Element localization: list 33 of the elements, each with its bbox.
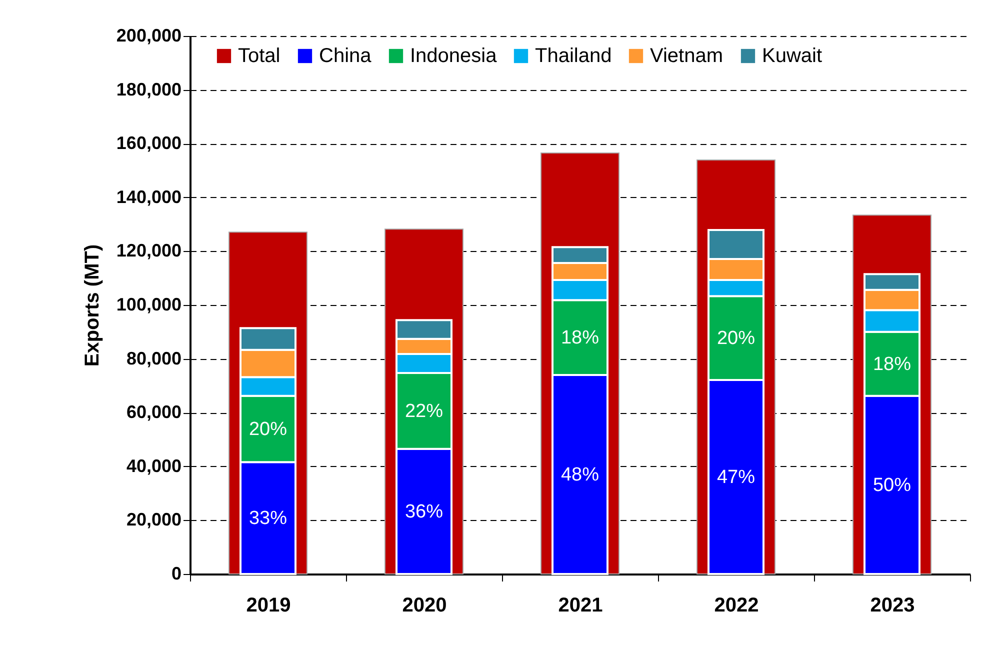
annotation: 48% — [560, 464, 600, 486]
y-tick-label: 0 — [171, 564, 182, 584]
annotation: 50% — [872, 474, 912, 496]
y-tick-label: 120,000 — [116, 240, 182, 261]
annotation: 36% — [404, 501, 444, 522]
x-tick-label: 2019 — [246, 594, 291, 616]
y-tick-label: 80,000 — [126, 348, 182, 368]
annotation: 18% — [560, 328, 600, 349]
y-tick-label: 20,000 — [126, 510, 182, 530]
legend-label: Total — [238, 45, 280, 67]
annotation: 47% — [716, 467, 756, 488]
y-tick-label: 180,000 — [116, 79, 182, 100]
y-tick-label: 140,000 — [116, 186, 182, 207]
y-tick-label: 60,000 — [126, 402, 182, 422]
x-tick-label: 2023 — [870, 594, 915, 616]
x-tick-label: 2021 — [558, 594, 603, 616]
legend-label: China — [319, 45, 372, 67]
legend-label: Vietnam — [650, 45, 724, 67]
y-tick-label: 160,000 — [116, 133, 182, 154]
y-tick-label: 40,000 — [126, 456, 182, 476]
x-tick-label: 2022 — [714, 594, 759, 616]
y-axis-title: Exports (MT) — [81, 244, 104, 367]
y-tick-label: 200,000 — [116, 26, 182, 46]
legend-label: Kuwait — [762, 45, 822, 67]
y-tick-label: 100,000 — [116, 294, 182, 314]
annotation: 33% — [248, 508, 288, 530]
legend-label: Indonesia — [410, 45, 498, 67]
annotation: 20% — [248, 419, 288, 440]
annotation: 18% — [872, 354, 912, 375]
annotation: 22% — [404, 400, 444, 422]
legend-label: Thailand — [535, 45, 612, 67]
x-tick-label: 2020 — [402, 594, 447, 616]
annotation: 20% — [716, 328, 756, 350]
